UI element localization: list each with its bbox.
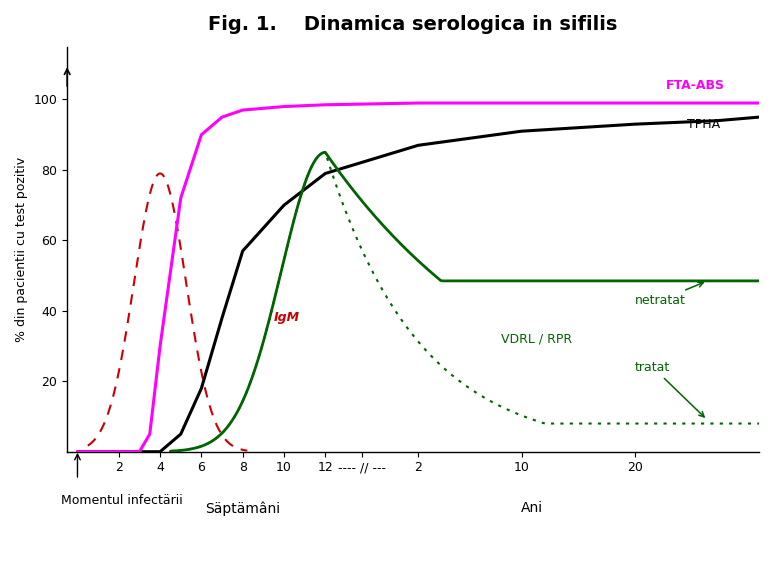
Text: Ani: Ani bbox=[521, 501, 543, 515]
Text: netratat: netratat bbox=[635, 282, 704, 307]
Text: IgM: IgM bbox=[274, 311, 300, 324]
Text: Momentul infectärii: Momentul infectärii bbox=[61, 494, 183, 507]
Text: tratat: tratat bbox=[635, 361, 704, 417]
Title: Fig. 1.    Dinamica serologica in sifilis: Fig. 1. Dinamica serologica in sifilis bbox=[208, 15, 618, 34]
Text: FTA-ABS: FTA-ABS bbox=[666, 79, 725, 92]
Text: VDRL / RPR: VDRL / RPR bbox=[501, 333, 572, 346]
Y-axis label: % din pacientii cu test pozitiv: % din pacientii cu test pozitiv bbox=[15, 157, 28, 342]
Text: TPHA: TPHA bbox=[687, 117, 720, 130]
Text: Säptämâni: Säptämâni bbox=[205, 501, 280, 515]
